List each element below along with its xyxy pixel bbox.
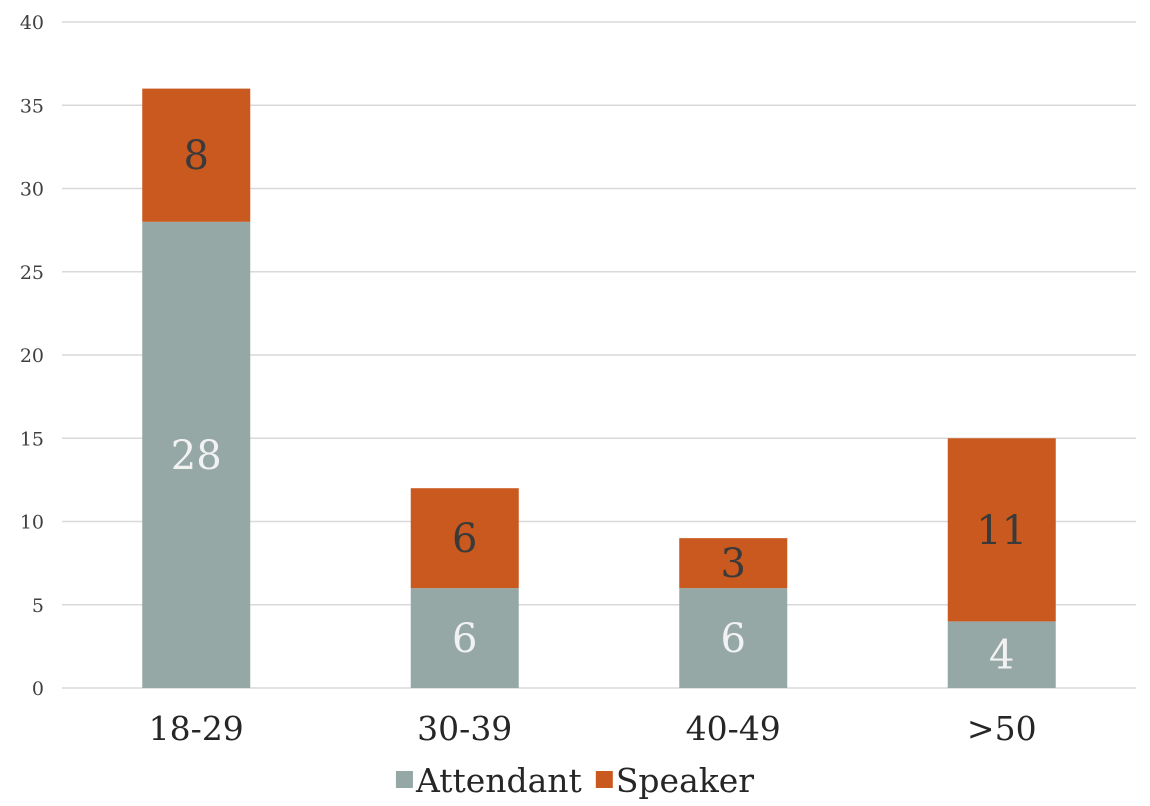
bar-attendant-2 xyxy=(679,588,788,688)
y-tick-label: 5 xyxy=(32,595,44,617)
legend-item-speaker: Speaker xyxy=(595,761,754,800)
y-tick-label: 20 xyxy=(20,345,44,367)
data-label-attendant-0: 28 xyxy=(171,433,222,479)
bar-speaker-2 xyxy=(679,538,788,589)
data-label-speaker-3: 11 xyxy=(976,508,1027,554)
legend-label-attendant: Attendant xyxy=(415,761,582,800)
bars xyxy=(142,88,1056,689)
y-tick-label: 30 xyxy=(20,179,44,201)
x-axis-ticks: 18-29 30-39 40-49 >50 xyxy=(149,709,1037,748)
legend-item-attendant: Attendant xyxy=(395,761,582,800)
y-tick-label: 25 xyxy=(20,262,44,284)
data-label-speaker-1: 6 xyxy=(452,516,477,562)
y-tick-label: 35 xyxy=(20,95,44,117)
bar-speaker-3 xyxy=(947,438,1056,622)
bar-attendant-1 xyxy=(410,588,519,688)
x-tick-label: 18-29 xyxy=(149,709,244,748)
legend-label-speaker: Speaker xyxy=(616,761,754,800)
legend: Attendant Speaker xyxy=(395,761,754,800)
bar-speaker-0 xyxy=(142,88,251,222)
data-label-attendant-3: 4 xyxy=(989,633,1014,679)
y-axis-ticks: 0 5 10 15 20 25 30 35 40 xyxy=(20,12,44,700)
bar-attendant-3 xyxy=(947,621,1056,688)
data-label-speaker-0: 8 xyxy=(184,133,209,179)
data-label-attendant-2: 6 xyxy=(721,616,746,662)
data-label-speaker-2: 3 xyxy=(721,541,746,587)
x-tick-label: 30-39 xyxy=(417,709,512,748)
data-label-attendant-1: 6 xyxy=(452,616,477,662)
x-tick-label: >50 xyxy=(967,709,1037,748)
y-tick-label: 15 xyxy=(20,428,44,450)
y-tick-label: 0 xyxy=(32,678,44,700)
legend-swatch-attendant xyxy=(395,771,413,788)
bar-speaker-1 xyxy=(410,488,519,589)
x-tick-label: 40-49 xyxy=(686,709,781,748)
bar-attendant-0 xyxy=(142,221,251,689)
data-labels: 28 8 6 6 6 3 4 11 xyxy=(171,133,1027,679)
y-tick-label: 40 xyxy=(20,12,44,34)
y-tick-label: 10 xyxy=(20,512,44,534)
legend-swatch-speaker xyxy=(595,771,613,788)
